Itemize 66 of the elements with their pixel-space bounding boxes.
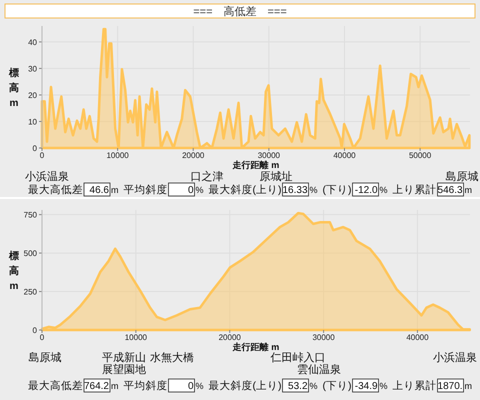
x-tick-label: 10000 xyxy=(124,333,148,342)
y-tick-label: 30 xyxy=(28,64,38,74)
text: m xyxy=(464,381,472,391)
x-tick-label: 40000 xyxy=(406,333,430,342)
x-tick-label: 50000 xyxy=(408,151,432,160)
y-axis-title: 標高 m xyxy=(8,250,19,292)
text: 764.2 xyxy=(84,381,110,392)
text: 仁田峠入口 xyxy=(270,351,326,364)
text: 平均斜度 xyxy=(124,183,168,196)
y-tick-label: 250 xyxy=(24,288,38,297)
text: % xyxy=(310,381,318,391)
x-tick-label: 0 xyxy=(40,151,45,160)
text: 53.2 xyxy=(288,381,308,392)
y-tick-label: 500 xyxy=(24,249,38,258)
y-tick-label: 750 xyxy=(24,210,38,220)
x-tick-label: 30000 xyxy=(258,151,281,160)
y-tick-label: 10 xyxy=(28,117,38,126)
text: 上り累計 xyxy=(392,183,437,196)
y-tick-label: 20 xyxy=(28,90,38,100)
y-tick-label: 0 xyxy=(32,326,38,335)
text: 最大高低差 xyxy=(28,183,83,196)
chart-title: === 高低差 === xyxy=(193,5,287,18)
text: % xyxy=(196,381,204,391)
text: 平均斜度 xyxy=(124,379,168,392)
text: 口之津 xyxy=(190,170,224,183)
text: 16.33 xyxy=(282,185,308,196)
text: m xyxy=(111,185,118,195)
text: -12.0 xyxy=(354,185,378,196)
text: 小浜温泉 xyxy=(433,351,477,364)
text: 最大斜度(上り) xyxy=(208,379,282,392)
text: 展望園地 xyxy=(102,363,146,376)
text: % xyxy=(380,381,388,391)
text: 0 xyxy=(188,185,194,196)
x-tick-label: 20000 xyxy=(218,333,242,342)
text: 最大高低差 xyxy=(28,379,83,392)
text: % xyxy=(196,185,204,195)
text: 上り累計 xyxy=(392,379,437,392)
x-tick-label: 30000 xyxy=(312,333,336,342)
text: 小浜温泉 xyxy=(25,170,69,183)
x-axis-title: 走行距離 m xyxy=(232,160,280,170)
text: 原城址 xyxy=(260,170,292,183)
x-axis-title: 走行距離 m xyxy=(232,342,280,352)
text: % xyxy=(380,185,388,195)
text: 島原城 xyxy=(28,351,62,364)
text: 島原城 xyxy=(446,170,478,183)
text: m xyxy=(111,381,118,391)
text: 546.3 xyxy=(438,185,463,196)
y-tick-label: 0 xyxy=(32,144,38,153)
text: 0 xyxy=(188,381,194,392)
text: 最大斜度(上り) xyxy=(208,183,282,196)
x-tick-label: 0 xyxy=(40,333,45,342)
x-tick-label: 20000 xyxy=(182,151,205,160)
y-axis-title: 標高 m xyxy=(8,67,19,109)
text: 雲仙温泉 xyxy=(297,364,341,376)
text: 平成新山 xyxy=(102,351,146,364)
text: -34.9 xyxy=(354,381,378,392)
text: (下り) xyxy=(322,184,352,196)
text: 水無大橋 xyxy=(150,351,194,364)
x-tick-label: 10000 xyxy=(106,151,130,160)
x-tick-label: 40000 xyxy=(333,151,356,160)
text: 1870. xyxy=(438,381,463,392)
text: % xyxy=(310,185,318,195)
text: (下り) xyxy=(322,380,352,392)
text: m xyxy=(464,185,472,195)
text: 46.6 xyxy=(90,185,110,196)
y-tick-label: 40 xyxy=(28,38,38,47)
